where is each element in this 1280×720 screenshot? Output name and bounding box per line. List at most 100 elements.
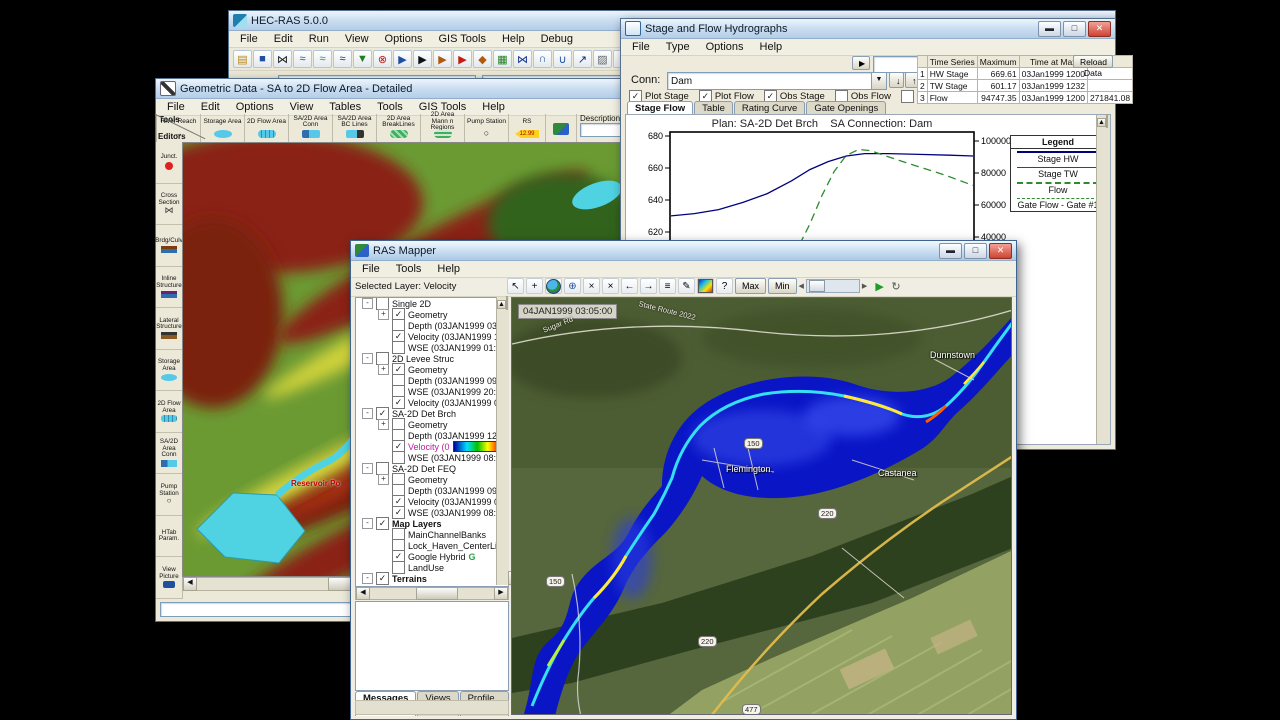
- hecras-menu-item[interactable]: Edit: [273, 33, 293, 45]
- rasmapper-menu-item[interactable]: File: [362, 263, 380, 275]
- forward-arrow-icon[interactable]: →: [640, 278, 657, 294]
- geometric-menu-item[interactable]: Help: [482, 101, 505, 113]
- hecras-menu-item[interactable]: View: [344, 33, 369, 45]
- map-canvas[interactable]: 04JAN1999 03:05:00 State Route 2022 Suga…: [511, 297, 1012, 715]
- layer-tree-item[interactable]: Google Hybrid G: [356, 550, 508, 563]
- rs-locator-button[interactable]: RS 12.99: [509, 114, 546, 142]
- 2d-area-breaklines-button[interactable]: 2D Area BreakLines: [377, 114, 421, 142]
- table-row[interactable]: 1 HW Stage 669.61 03Jan1999 1200: [917, 67, 1134, 80]
- tab-stage-flow[interactable]: Stage Flow: [627, 101, 694, 115]
- layer-tree-item[interactable]: Map Layers: [356, 517, 508, 530]
- zoom-extents-icon[interactable]: ×: [583, 278, 600, 294]
- geometric-menu-item[interactable]: Options: [235, 101, 274, 113]
- scroll-thumb[interactable]: [1105, 114, 1108, 128]
- stage-menu-item[interactable]: Help: [759, 41, 783, 53]
- compute-steady-icon[interactable]: ▶: [393, 50, 412, 68]
- hecras-menu-item[interactable]: File: [240, 33, 258, 45]
- tab-table[interactable]: Table: [694, 101, 733, 115]
- tree-vscrollbar[interactable]: ▲ ▼: [496, 296, 522, 585]
- rasmapper-menu-item[interactable]: Help: [437, 263, 461, 275]
- sa-2d-area-bc-lines-button[interactable]: SA/2D Area BC Lines: [333, 114, 377, 142]
- tree-expander-icon[interactable]: [378, 419, 389, 430]
- animation-field[interactable]: [873, 56, 919, 73]
- layer-tree-item[interactable]: SA-2D Det Brch: [356, 407, 508, 420]
- storage-area-side-button[interactable]: Storage Area: [156, 349, 182, 392]
- layer-tree-item[interactable]: Velocity (0: [356, 440, 508, 453]
- close-button[interactable]: ✕: [1088, 20, 1111, 37]
- geometric-menu-item[interactable]: Tables: [329, 101, 362, 113]
- tree-expander-icon[interactable]: [378, 309, 389, 320]
- layer-tree-item[interactable]: Depth (03JAN1999 09:55:: [356, 484, 508, 497]
- layer-tree-item[interactable]: WSE (03JAN1999 08:40:0: [356, 506, 508, 519]
- save-project-icon[interactable]: ■: [253, 50, 272, 68]
- table-row[interactable]: 2 TW Stage 601.17 03Jan1999 1232: [917, 79, 1134, 92]
- slider-right-arrow[interactable]: ▶: [861, 283, 868, 290]
- layer-tree-item[interactable]: Velocity (03JAN1999 04:2: [356, 396, 508, 409]
- plan-view-button[interactable]: [546, 114, 577, 142]
- table-row[interactable]: 3 Flow 94747.35 03Jan1999 1200 271841.08: [917, 91, 1134, 104]
- layer-tree-item[interactable]: Depth (03JAN1999 09:35:: [356, 374, 508, 387]
- geometric-menu-item[interactable]: File: [167, 101, 185, 113]
- tree-expander-icon[interactable]: [362, 408, 373, 419]
- hecras-menu-item[interactable]: GIS Tools: [438, 33, 486, 45]
- profile-plot-icon[interactable]: ∩: [533, 50, 552, 68]
- maximize-button[interactable]: □: [964, 242, 987, 259]
- animate-play-button[interactable]: ▶: [852, 56, 870, 70]
- select-tool-icon[interactable]: ↖: [507, 278, 524, 294]
- tree-expander-icon[interactable]: [362, 298, 373, 309]
- unsteady-flow-icon[interactable]: ≈: [333, 50, 352, 68]
- htab-param-button[interactable]: HTab Param.: [156, 515, 182, 558]
- pump-station-button[interactable]: Pump Station: [465, 114, 509, 142]
- layer-tree-item[interactable]: Terrains: [356, 572, 508, 585]
- layer-tree-item[interactable]: Geometry: [356, 308, 508, 321]
- tree-expander-icon[interactable]: [362, 573, 373, 584]
- scroll-right-arrow[interactable]: ▶: [494, 587, 508, 600]
- next-connection-button[interactable]: ↓: [889, 72, 904, 88]
- geometric-menu-item[interactable]: GIS Tools: [418, 101, 467, 113]
- pump-station-side-button[interactable]: Pump Station: [156, 474, 182, 516]
- flood-edit-icon[interactable]: ✎: [678, 278, 695, 294]
- river-reach-button[interactable]: River Reach: [157, 114, 201, 142]
- 2d-flow-area-button[interactable]: 2D Flow Area: [245, 114, 289, 142]
- hecras-menu-item[interactable]: Help: [501, 33, 525, 45]
- minimize-button[interactable]: ▬: [1038, 20, 1061, 37]
- slider-handle[interactable]: [808, 280, 825, 292]
- compute-wq-icon[interactable]: ▶: [453, 50, 472, 68]
- tree-expander-icon[interactable]: [378, 364, 389, 375]
- layer-tree-item[interactable]: WSE (03JAN1999 08:40:0: [356, 451, 508, 464]
- xyz-perspective-icon[interactable]: ▨: [593, 50, 612, 68]
- layer-checkbox[interactable]: [392, 451, 405, 464]
- scroll-up-arrow[interactable]: ▲: [497, 300, 506, 309]
- stage-menu-item[interactable]: Options: [705, 41, 744, 53]
- sa-2d-area-conn-side-button[interactable]: SA/2D Area Conn: [156, 432, 182, 475]
- geometric-menu-item[interactable]: Tools: [377, 101, 403, 113]
- hecras-menu-item[interactable]: Run: [308, 33, 329, 45]
- junct-button[interactable]: Junct.: [156, 142, 182, 184]
- tab-gate-openings[interactable]: Gate Openings: [806, 101, 887, 115]
- connection-dropdown[interactable]: Dam ▼: [667, 72, 887, 90]
- scroll-thumb[interactable]: [505, 296, 508, 310]
- geometric-menu-item[interactable]: Edit: [200, 101, 220, 113]
- brdg-culv-button[interactable]: Brdg/Culv: [155, 225, 183, 267]
- inline-structure-button[interactable]: Inline Structure: [156, 266, 182, 309]
- layer-tree-item[interactable]: Geometry: [356, 418, 508, 431]
- zoom-full-icon[interactable]: ×: [602, 278, 619, 294]
- play-animation-button[interactable]: ▶: [869, 279, 883, 294]
- geometric-title-bar[interactable]: Geometric Data - SA to 2D Flow Area - De…: [156, 79, 626, 99]
- view-picture-button[interactable]: View Picture: [156, 557, 182, 600]
- layer-tree-item[interactable]: SA-2D Det FEQ: [356, 462, 508, 475]
- hecras-menu-item[interactable]: Debug: [540, 33, 574, 45]
- layer-checkbox[interactable]: [392, 396, 405, 409]
- minimize-button[interactable]: ▬: [939, 242, 962, 259]
- geometric-menu-item[interactable]: View: [289, 101, 314, 113]
- tree-expander-icon[interactable]: [378, 474, 389, 485]
- scroll-thumb[interactable]: [415, 587, 458, 600]
- layer-tree-item[interactable]: Velocity (03JAN1999 08:4: [356, 495, 508, 508]
- layer-checkbox[interactable]: [392, 506, 405, 519]
- tree-expander-icon[interactable]: [362, 353, 373, 364]
- general-profile-plot-icon[interactable]: ∪: [553, 50, 572, 68]
- animation-slider[interactable]: [805, 279, 860, 293]
- plan-view-icon[interactable]: ▦: [493, 50, 512, 68]
- 2d-area-mann-n-regions-button[interactable]: 2D Area Mann n Regions: [421, 112, 465, 142]
- open-project-icon[interactable]: ▤: [233, 50, 252, 68]
